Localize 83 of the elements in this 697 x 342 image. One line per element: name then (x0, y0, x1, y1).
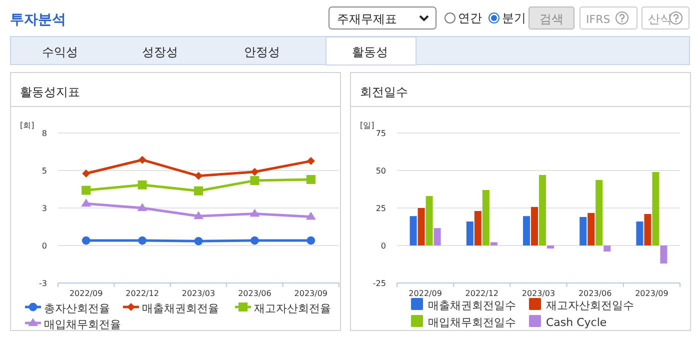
bar (604, 246, 611, 252)
point (194, 172, 202, 180)
text: 검색 (540, 12, 564, 26)
legend-label: 매입채무회전율 (44, 318, 121, 331)
point (306, 175, 316, 184)
bar (434, 228, 441, 246)
point (306, 236, 316, 245)
y-tick-label: 75 (376, 129, 386, 138)
point (82, 186, 91, 195)
point (306, 157, 315, 166)
bar (523, 216, 530, 246)
bar (596, 180, 603, 246)
bar (490, 242, 498, 246)
x-tick-label: 2023/06 (578, 289, 612, 298)
y-tick-label: -3 (39, 279, 47, 288)
legend-label: 재고자산회전율 (254, 302, 331, 315)
bar (588, 212, 595, 246)
point (138, 180, 147, 190)
text: 분기 (502, 11, 526, 25)
y-tick-label: 50 (376, 166, 386, 176)
bar (531, 206, 538, 246)
legend-label: 매출채권회전율 (142, 302, 219, 315)
text: 수익성 (42, 45, 78, 59)
y-tick-label: 25 (376, 204, 386, 213)
text: 산식 (648, 12, 672, 26)
x-tick-label: 2023/09 (294, 289, 328, 298)
x-tick-label: 2023/03 (522, 289, 556, 298)
text: 주재무제표 (337, 12, 397, 26)
bar (482, 190, 490, 246)
x-tick-label: 2022/12 (465, 289, 499, 298)
bar (539, 175, 546, 246)
point (138, 236, 146, 245)
bar (644, 214, 652, 246)
point (250, 208, 260, 217)
point (194, 211, 204, 220)
legend-label: Cash Cycle (546, 316, 607, 329)
chart-title: 활동성지표 (20, 85, 80, 99)
text: 연간 (458, 11, 482, 25)
text: 안정성 (244, 45, 280, 59)
y-tick-label: 0 (380, 242, 386, 250)
text: IFRS (586, 13, 610, 26)
point (82, 236, 90, 245)
legend-label: 매출채권회전일수 (428, 299, 516, 312)
bar (652, 172, 660, 246)
point (250, 236, 259, 245)
bar (474, 211, 482, 246)
point (82, 170, 90, 178)
bar (410, 216, 417, 246)
point (250, 168, 259, 176)
x-tick-label: 2022/09 (408, 289, 442, 298)
x-tick-label: 2023/06 (238, 289, 272, 298)
point (138, 156, 146, 164)
bar (580, 217, 587, 246)
bar (426, 196, 433, 246)
x-tick-label: 2023/09 (635, 289, 668, 298)
x-tick-label: 2023/03 (182, 289, 216, 298)
y-tick-label: 8 (42, 129, 47, 138)
bar (660, 246, 668, 264)
point (194, 236, 203, 246)
y-axis-title: [회] (20, 121, 34, 130)
legend-label: 매입채무회전일수 (428, 316, 516, 329)
text: 투자분석 (10, 12, 66, 28)
point (81, 198, 92, 207)
point (250, 176, 260, 186)
chart-title: 회전일수 (360, 85, 408, 99)
text: 성장성 (142, 45, 178, 59)
point (137, 203, 148, 211)
bar (466, 222, 474, 246)
bar (636, 222, 644, 246)
y-tick-label: 3 (42, 204, 47, 213)
point (194, 186, 203, 196)
point (306, 212, 316, 220)
y-tick-label: 0 (42, 242, 47, 250)
x-tick-label: 2022/09 (69, 289, 103, 298)
bar (418, 208, 425, 246)
x-tick-label: 2022/12 (126, 289, 159, 298)
legend-label: 총자산회전율 (44, 302, 110, 315)
text: 활동성 (352, 45, 388, 59)
legend-label: 재고자산회전일수 (546, 299, 634, 312)
y-tick-label: 5 (42, 166, 47, 176)
y-tick-label: -25 (372, 279, 386, 288)
bar (547, 246, 554, 248)
y-axis-title: [일] (360, 121, 374, 130)
